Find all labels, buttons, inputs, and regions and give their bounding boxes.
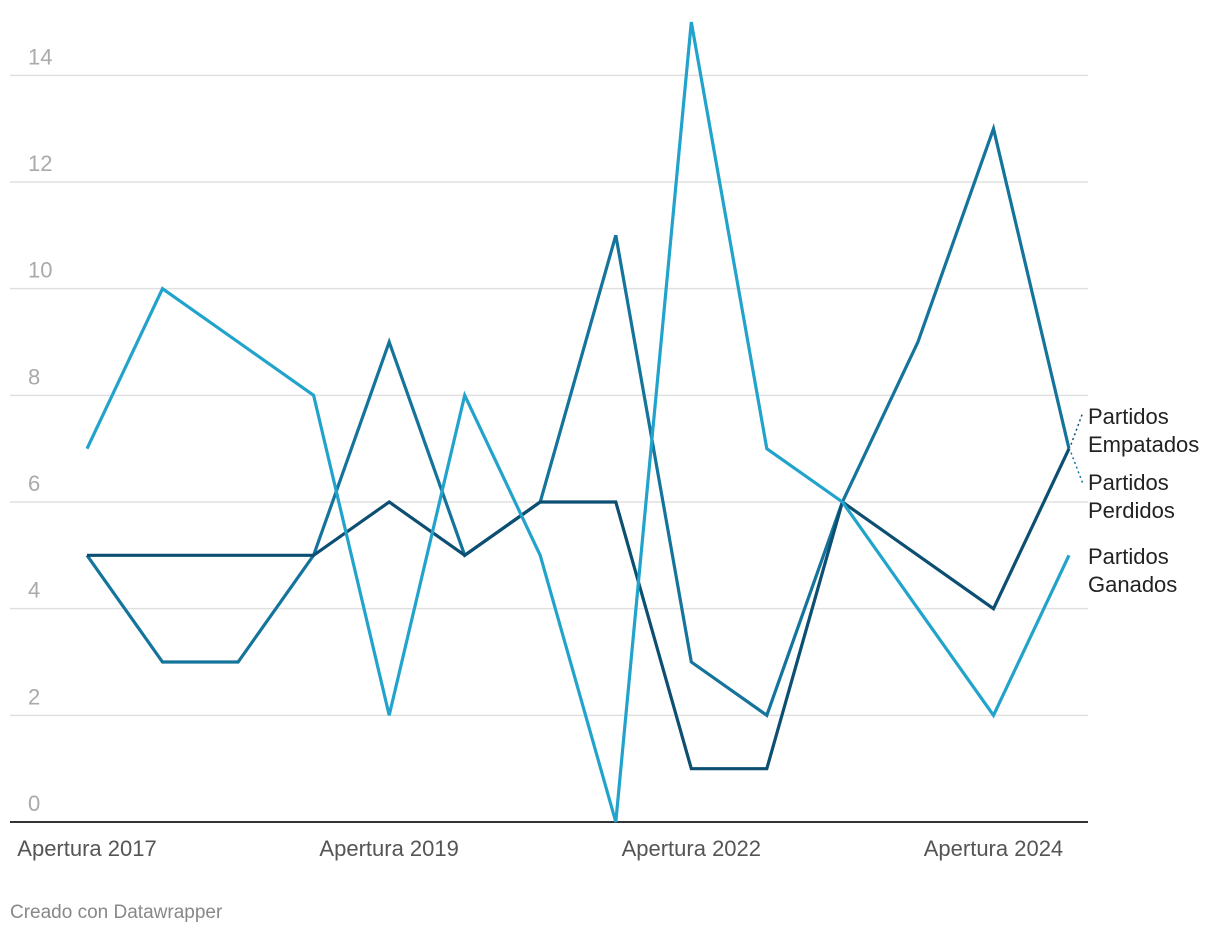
y-tick-label: 6 <box>28 471 40 496</box>
leader-line-empatados <box>1070 411 1084 445</box>
y-tick-label: 2 <box>28 684 40 709</box>
x-tick-label: Apertura 2019 <box>319 836 458 861</box>
series-lines <box>85 21 1071 823</box>
legend-label-line: Ganados <box>1088 572 1177 597</box>
leader-line-perdidos <box>1070 452 1084 485</box>
y-tick-label: 14 <box>28 44 52 69</box>
x-axis-tick-labels: Apertura 2017 Apertura 2019 Apertura 2022 A… <box>17 836 1063 861</box>
legend-label-line: Partidos <box>1088 470 1169 495</box>
legend-label-line: Partidos <box>1088 404 1169 429</box>
series-line-partidos-ganados <box>85 21 1071 823</box>
legend-label-line: Empatados <box>1088 432 1199 457</box>
x-tick-label: Apertura 2017 <box>17 836 156 861</box>
footer-credit: Creado con Datawrapper <box>10 902 223 923</box>
y-tick-label: 4 <box>28 578 40 603</box>
x-tick-label: Apertura 2024 <box>924 836 1063 861</box>
y-tick-label: 10 <box>28 258 52 283</box>
legend-label-partidos-empatados: Partidos Empatados <box>1088 404 1199 457</box>
y-tick-label: 12 <box>28 151 52 176</box>
x-tick-label: Apertura 2022 <box>622 836 761 861</box>
series-line-partidos-empatados <box>87 448 1071 771</box>
legend-label-line: Perdidos <box>1088 498 1175 523</box>
legend-label-partidos-ganados: Partidos Ganados <box>1088 544 1177 597</box>
series-line-partidos-perdidos <box>85 123 1071 718</box>
y-tick-label: 0 <box>28 791 40 816</box>
gridlines <box>10 74 1088 823</box>
y-axis-tick-labels: 0 2 4 6 8 10 12 14 <box>28 44 52 816</box>
legend-label-partidos-perdidos: Partidos Perdidos <box>1088 470 1175 523</box>
y-tick-label: 8 <box>28 364 40 389</box>
legend-label-line: Partidos <box>1088 544 1169 569</box>
